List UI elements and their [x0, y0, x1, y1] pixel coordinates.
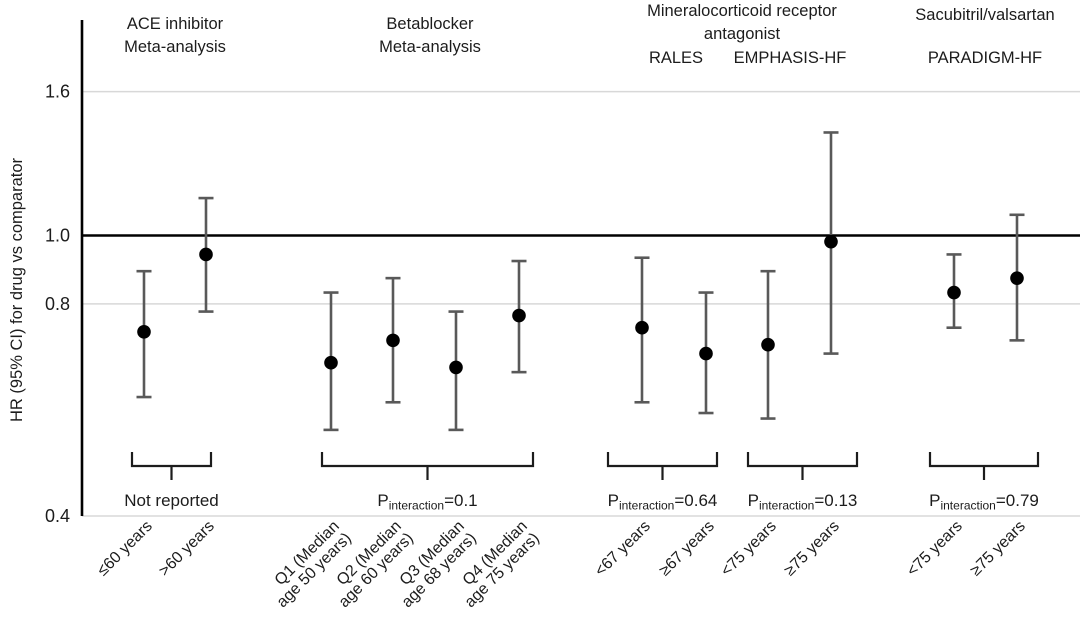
p-interaction-label: Pinteraction=0.13: [748, 491, 858, 513]
point-dot: [1010, 271, 1024, 285]
point-dot: [512, 308, 526, 323]
trial-label-emphasis-hf: EMPHASIS-HF: [734, 49, 847, 67]
not-reported-label: Not reported: [124, 491, 219, 510]
point-dot: [137, 325, 151, 339]
group-bracket: [928, 452, 1040, 480]
column-header-0-line-0: ACE inhibitor: [127, 15, 224, 33]
column-header-0-line-1: Meta-analysis: [124, 38, 226, 56]
forest-point: [823, 131, 839, 355]
y-tick-label-0.8: 0.8: [45, 294, 70, 314]
point-dot: [947, 285, 961, 300]
y-axis-title: HR (95% CI) for drug vs comparator: [8, 157, 26, 422]
forest-point: [198, 196, 214, 313]
y-tick-label-0.4: 0.4: [45, 506, 70, 526]
forest-point: [698, 291, 714, 415]
point-dot: [199, 247, 213, 262]
column-header-1-line-0: Betablocker: [386, 15, 474, 33]
y-tick-label-1.6: 1.6: [45, 82, 70, 102]
column-header-1-line-1: Meta-analysis: [379, 38, 481, 56]
group-bracket: [746, 452, 859, 480]
forest-point: [760, 269, 776, 420]
forest-point: [634, 256, 650, 404]
point-dot: [324, 355, 338, 370]
group-bracket: [130, 452, 213, 480]
point-dot: [761, 337, 775, 352]
y-tick-label-1.0: 1.0: [45, 226, 70, 246]
point-dot: [699, 346, 713, 361]
p-interaction-label: Pinteraction=0.64: [608, 491, 718, 513]
p-interaction-label: Pinteraction=0.1: [377, 491, 477, 513]
forest-point: [448, 310, 464, 432]
p-interaction-label: Pinteraction=0.79: [929, 491, 1039, 513]
point-dot: [635, 320, 649, 335]
trial-label-rales: RALES: [649, 49, 703, 67]
column-header-2-line-1: antagonist: [704, 25, 781, 43]
forest-point: [1009, 213, 1025, 342]
point-dot: [824, 234, 838, 249]
point-dot: [386, 333, 400, 348]
point-dot: [449, 360, 463, 375]
forest-point: [136, 269, 152, 399]
column-header-2-line-0: Mineralocorticoid receptor: [647, 2, 837, 20]
forest-point: [323, 291, 339, 432]
forest-point: [946, 253, 962, 329]
forest-point: [385, 276, 401, 404]
column-header-3-line-0: Sacubitril/valsartan: [915, 6, 1054, 24]
group-bracket: [320, 452, 535, 480]
group-bracket: [606, 452, 719, 480]
forest-point: [511, 259, 527, 374]
trial-label-paradigm-hf: PARADIGM-HF: [928, 49, 1042, 67]
